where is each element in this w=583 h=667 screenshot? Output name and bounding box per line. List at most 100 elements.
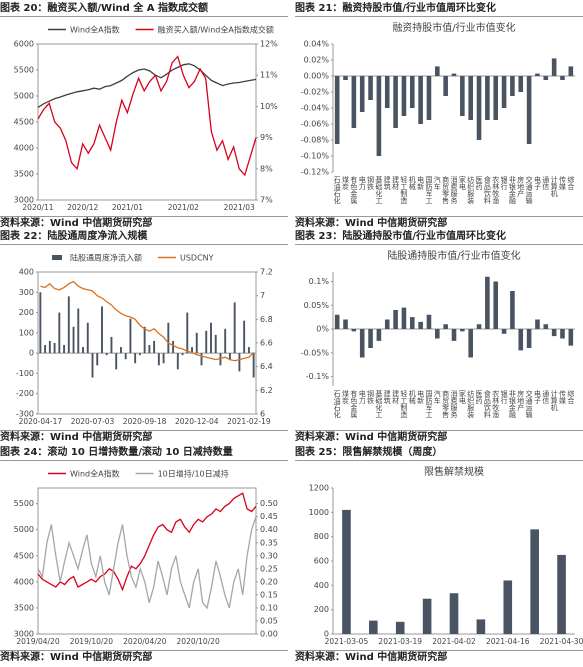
source-note: 资料来源：Wind 中信期货研究部 — [295, 430, 583, 445]
bar — [393, 76, 398, 128]
bar — [224, 328, 227, 354]
x-tick-label: 2021/01 — [112, 203, 143, 212]
x-tick-label: 2020/12 — [67, 203, 98, 212]
bar — [368, 329, 373, 348]
x-tick-label: 有色金属 — [350, 175, 358, 205]
x-tick-label: 2020-09-18 — [123, 417, 167, 426]
bar — [119, 347, 122, 354]
bar — [233, 302, 236, 354]
x-tick-label: 农林牧渔 — [492, 175, 500, 205]
bar — [162, 353, 165, 364]
bar — [153, 340, 156, 354]
x-tick-label: 建筑 — [383, 389, 391, 405]
x-tick-label: 消费服务 — [450, 175, 458, 205]
bar — [63, 345, 66, 354]
x-tick-label: 综合 — [567, 389, 575, 405]
bar — [143, 326, 146, 354]
bar — [551, 58, 557, 76]
y-tick-label: 4500 — [14, 118, 34, 127]
x-tick-label: 2019/10/20 — [70, 637, 113, 646]
y-tick-label: -200 — [16, 389, 34, 398]
bar — [551, 329, 557, 337]
bar — [510, 291, 515, 329]
plot-frame — [37, 43, 257, 201]
x-tick-label: 电子 — [533, 389, 541, 404]
x-tick-label: 汽车 — [433, 175, 441, 191]
x-tick-label: 电新 — [417, 389, 425, 405]
bar — [359, 329, 365, 358]
bar — [91, 353, 94, 378]
series-line — [40, 280, 255, 362]
y2-tick-label: 6.4 — [260, 362, 273, 371]
y-tick-label: 3000 — [14, 196, 34, 205]
bar — [543, 76, 549, 80]
bar — [181, 353, 184, 356]
legend-label: 融资买入额/Wind全A指数成交额 — [158, 25, 274, 35]
x-tick-label: 建材 — [392, 175, 400, 190]
bar — [376, 76, 382, 156]
y2-tick-label: 0.05 — [260, 616, 278, 625]
chart: 3000 3500 4000 4500 5000 5500 6000 7% 8% 9% 10% 11%… — [14, 25, 279, 213]
y2-tick-label: 7% — [260, 196, 273, 205]
y2-tick-label: 8% — [260, 164, 273, 173]
y-tick-label: 0% — [316, 325, 329, 334]
y-tick-label: -0.02% — [301, 88, 330, 97]
y-tick-label: 0.02% — [304, 56, 330, 65]
plot-frame — [37, 487, 257, 635]
y-tick-label: 5500 — [14, 66, 34, 75]
bar — [460, 76, 465, 116]
x-tick-label: 2020-04-17 — [19, 417, 63, 426]
bar — [157, 353, 160, 366]
bar — [401, 307, 407, 329]
y-tick-label: -100 — [16, 369, 34, 378]
legend-label: 陆股通周度净流入额 — [70, 253, 142, 263]
y-tick-label: 4000 — [14, 577, 34, 586]
bar — [418, 76, 423, 124]
bar — [44, 345, 47, 354]
bar — [443, 324, 448, 329]
x-tick-label: 建筑 — [383, 175, 391, 191]
bar — [518, 76, 524, 92]
bar — [110, 336, 113, 354]
x-tick-label: 家电 — [458, 389, 466, 404]
x-tick-label: 消费服务 — [450, 389, 458, 419]
x-tick-label: 汽车 — [433, 389, 441, 405]
bar — [115, 353, 118, 370]
chart: 限售解禁规模 0 200 400 600 800 1000 1200 2021-03-05 202… — [309, 465, 583, 646]
x-tick-label: 通信 — [542, 389, 550, 405]
bar — [449, 593, 459, 634]
bar — [485, 76, 490, 120]
x-tick-label: 国防军工 — [425, 390, 433, 418]
x-tick-label: 农林牧渔 — [492, 389, 500, 419]
bar — [384, 76, 390, 108]
x-tick-label: 传媒 — [558, 175, 566, 191]
bar — [503, 580, 513, 634]
y-tick-label: 3500 — [14, 603, 34, 612]
chart-title: 限售解禁规模 — [424, 465, 484, 478]
bar — [384, 319, 390, 329]
bar — [476, 324, 482, 329]
bar — [409, 76, 415, 108]
bar — [252, 353, 255, 378]
x-tick-label: 2021-03-19 — [378, 637, 422, 646]
bar — [172, 340, 175, 354]
y-tick-label: 1200 — [309, 484, 329, 493]
x-tick-label: 通信 — [542, 175, 550, 191]
bar — [468, 329, 473, 358]
x-tick-label: 石油石化 — [333, 176, 341, 205]
y2-tick-label: 0.10 — [260, 603, 278, 612]
y2-tick-label: 0.25 — [260, 564, 278, 573]
y-tick-label: 4500 — [14, 551, 34, 560]
x-tick-label: 煤炭 — [342, 175, 350, 191]
bar — [530, 529, 539, 634]
legend-swatch — [52, 255, 62, 260]
x-tick-label: 2021-02-19 — [227, 417, 271, 426]
chart: 3000 3500 4000 4500 5000 5500 0.00 0.05 0.10 0.15… — [14, 469, 278, 647]
bar — [72, 326, 75, 354]
bar — [129, 318, 132, 354]
y2-tick-label: 0.20 — [260, 577, 278, 586]
y-tick-label: 0 — [324, 630, 329, 639]
x-tick-label: 电新 — [417, 175, 425, 191]
y-tick-label: -0.06% — [301, 120, 330, 129]
bar — [535, 319, 540, 329]
